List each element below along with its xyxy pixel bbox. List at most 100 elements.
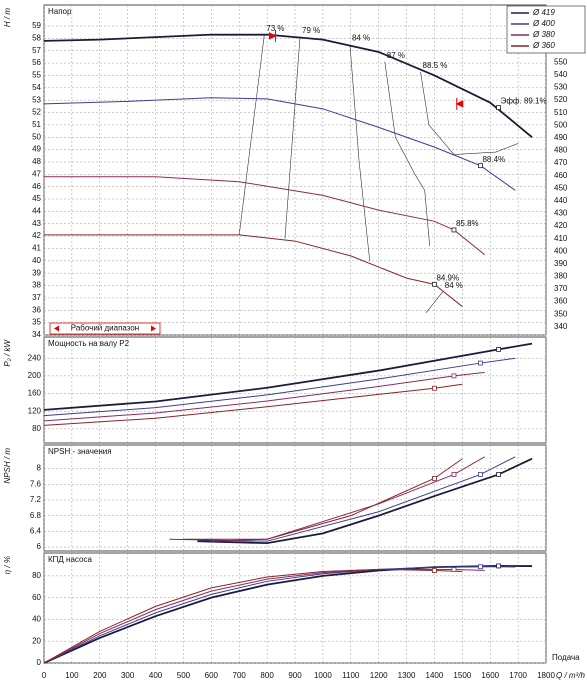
- y-tick-label: 38: [32, 281, 41, 290]
- y-tick-label: 0: [37, 658, 42, 667]
- x-axis-label: Q / m³/h: [556, 671, 585, 680]
- duty-label: 84.9%: [436, 273, 459, 282]
- y-tick-label: 44: [32, 207, 41, 216]
- y2-tick-label: 350: [554, 309, 568, 318]
- y-tick-label: 6.8: [30, 511, 42, 520]
- x-tick-label: 1200: [370, 671, 388, 680]
- y-tick-label: 54: [32, 83, 41, 92]
- legend-label: Ø 400: [532, 19, 555, 28]
- x-tick-label: 1100: [342, 671, 360, 680]
- y-tick-label: 53: [32, 95, 41, 104]
- y-axis-label: η / %: [3, 556, 12, 574]
- y2-tick-label: 370: [554, 284, 568, 293]
- y-tick-label: 48: [32, 157, 41, 166]
- y-tick-label: 80: [32, 571, 41, 580]
- duty-point: [432, 568, 437, 573]
- y2-tick-label: 420: [554, 221, 568, 230]
- curve: [43, 568, 463, 664]
- duty-point: [451, 472, 457, 477]
- y-tick-label: 57: [32, 46, 41, 55]
- y-tick-label: 40: [32, 256, 41, 265]
- y-tick-label: 37: [32, 293, 41, 302]
- duty-label: Эфф. 89.1%: [501, 97, 547, 106]
- legend-box: [506, 5, 586, 54]
- y2-tick-label: 340: [554, 322, 568, 331]
- duty-label: 88.4%: [482, 155, 505, 164]
- duty-label: 85.8%: [456, 219, 479, 228]
- y-tick-label: 47: [32, 169, 41, 178]
- x-tick-label: 300: [121, 671, 135, 680]
- y-tick-label: 39: [32, 268, 41, 277]
- y2-tick-label: 510: [554, 108, 568, 117]
- y2-tick-label: 400: [554, 246, 568, 255]
- x-tick-label: 1000: [314, 671, 332, 680]
- panel-title: Напор: [48, 7, 72, 16]
- duty-point: [478, 360, 483, 366]
- x-tick-label: 1700: [509, 671, 527, 680]
- panel-title: NPSH - значения: [48, 447, 112, 456]
- y-tick-label: 6: [37, 542, 42, 551]
- duty-point: [432, 385, 437, 391]
- range-flag: [455, 97, 464, 110]
- y-tick-label: 55: [32, 71, 41, 80]
- curve: [43, 383, 463, 426]
- y2-tick-label: 550: [554, 57, 568, 66]
- y-tick-label: 52: [32, 108, 41, 117]
- efficiency-label: 88.5 %: [423, 61, 448, 70]
- y2-tick-label: 360: [554, 297, 568, 306]
- y-tick-label: 40: [32, 615, 41, 624]
- range-label: Рабочий диапазон: [71, 324, 139, 333]
- efficiency-label: 84 %: [352, 34, 370, 43]
- curve: [43, 371, 485, 422]
- duty-point: [432, 281, 437, 287]
- range-flag: [268, 29, 277, 42]
- curve: [44, 176, 485, 256]
- efficiency-line: [349, 44, 371, 261]
- y-tick-label: 7.2: [30, 495, 42, 504]
- y-tick-label: 36: [32, 305, 41, 314]
- y-tick-label: 6.4: [30, 526, 42, 535]
- duty-point: [478, 472, 483, 477]
- duty-point: [496, 563, 501, 569]
- y-axis-label: NPSH / m: [3, 448, 12, 484]
- y-tick-label: 50: [32, 132, 41, 141]
- y2-tick-label: 380: [554, 272, 568, 281]
- y2-tick-label: 480: [554, 146, 568, 155]
- y2-tick-label: 500: [554, 120, 568, 129]
- y-tick-label: 46: [32, 182, 41, 191]
- efficiency-line: [384, 61, 431, 247]
- curve: [183, 458, 463, 540]
- y2-tick-label: 470: [554, 158, 568, 167]
- y-tick-label: 49: [32, 145, 41, 154]
- curve: [211, 456, 485, 542]
- duty-point: [451, 227, 457, 233]
- x-tick-label: 500: [177, 671, 191, 680]
- y-tick-label: 42: [32, 231, 41, 240]
- y-tick-label: 45: [32, 194, 41, 203]
- x-axis-title: Подача: [552, 653, 580, 662]
- y2-tick-label: 540: [554, 70, 568, 79]
- legend-label: Ø 419: [532, 8, 555, 17]
- x-tick-label: 1500: [453, 671, 471, 680]
- duty-point: [451, 373, 457, 379]
- duty-point: [478, 163, 483, 169]
- duty-point: [451, 567, 457, 572]
- y-axis-label: H / m: [3, 8, 12, 27]
- x-tick-label: 900: [288, 671, 302, 680]
- y-tick-label: 41: [32, 244, 41, 253]
- y-tick-label: 34: [32, 330, 41, 339]
- y-tick-label: 51: [32, 120, 41, 129]
- x-tick-label: 0: [42, 671, 47, 680]
- curve: [43, 342, 533, 411]
- y-tick-label: 120: [28, 406, 42, 415]
- panel-title: Мощность на валу P2: [48, 339, 130, 348]
- y2-tick-label: 430: [554, 209, 568, 218]
- y-tick-label: 80: [32, 424, 41, 433]
- duty-point: [496, 472, 501, 477]
- curve: [43, 568, 485, 664]
- y-tick-label: 7.6: [30, 479, 42, 488]
- x-tick-label: 200: [93, 671, 107, 680]
- x-tick-label: 1800: [537, 671, 555, 680]
- y-tick-label: 59: [32, 21, 41, 30]
